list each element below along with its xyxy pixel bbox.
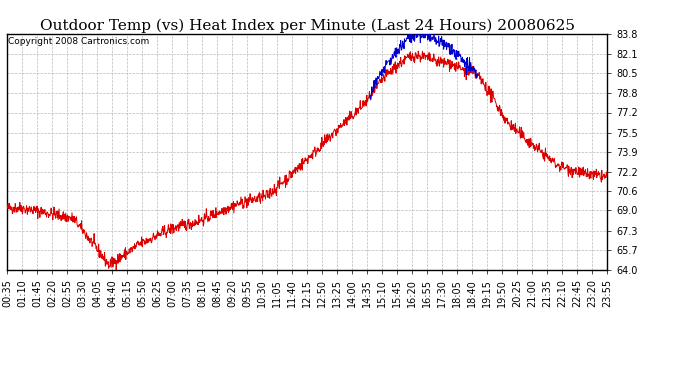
Title: Outdoor Temp (vs) Heat Index per Minute (Last 24 Hours) 20080625: Outdoor Temp (vs) Heat Index per Minute … bbox=[39, 18, 575, 33]
Text: Copyright 2008 Cartronics.com: Copyright 2008 Cartronics.com bbox=[8, 37, 149, 46]
